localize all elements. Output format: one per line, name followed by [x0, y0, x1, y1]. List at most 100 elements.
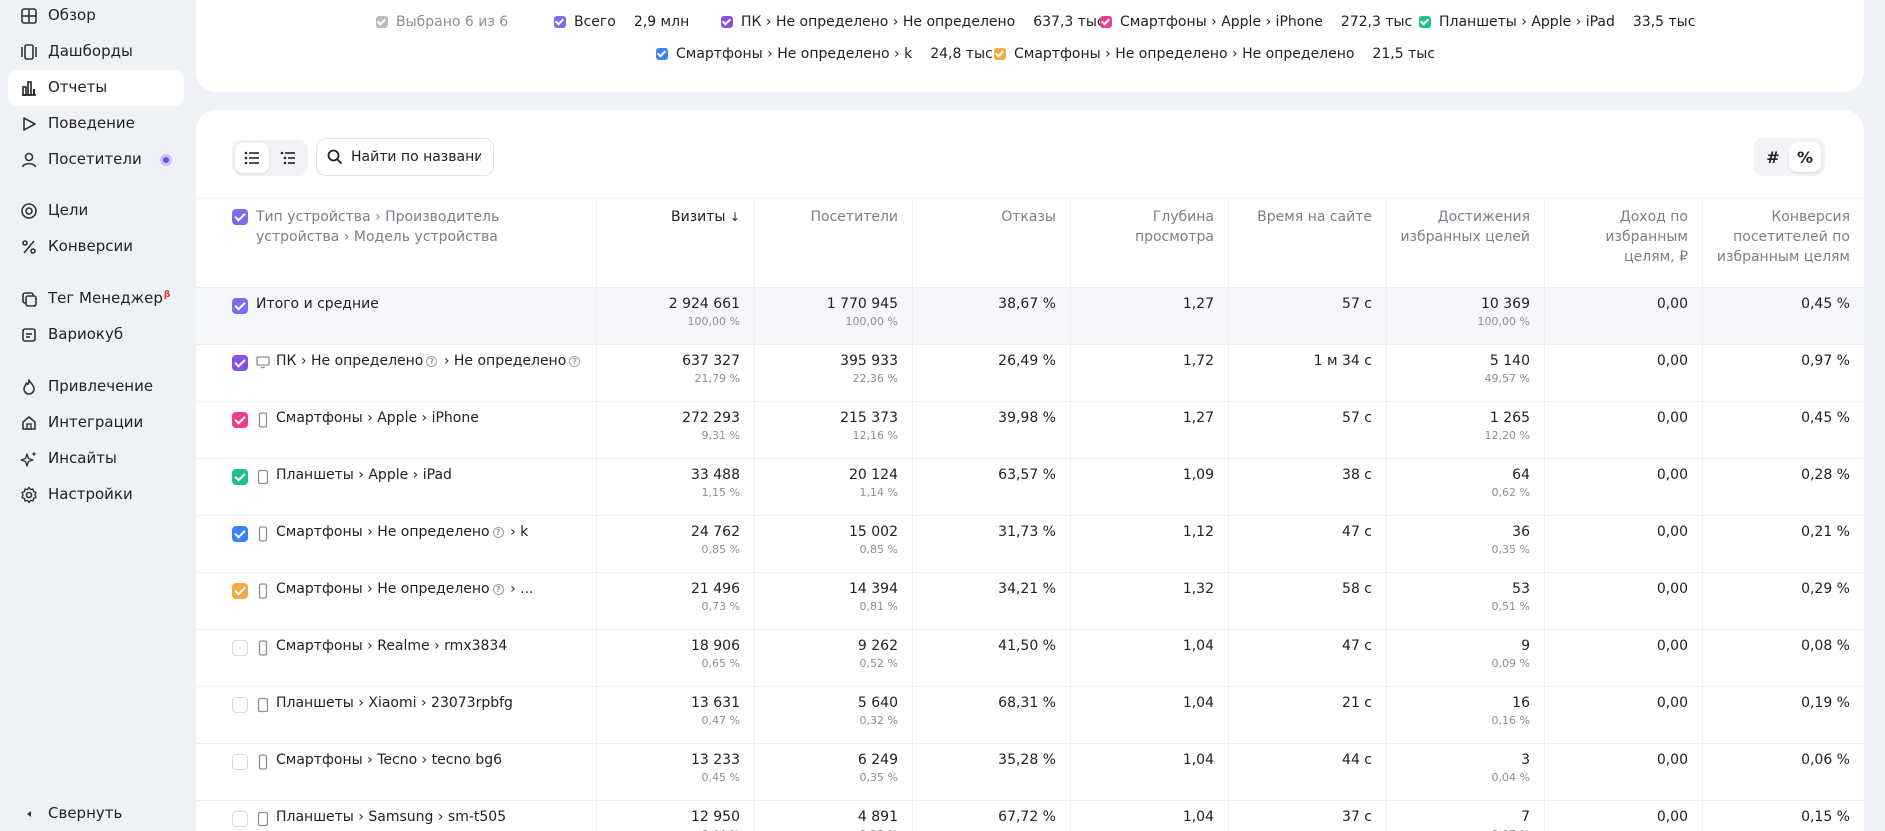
dimension-part[interactable]: sm-t505 — [447, 809, 507, 825]
table-row[interactable]: Планшеты › Apple › iPad 33 488 1,15 % 20 12… — [196, 459, 1864, 516]
dimension-part[interactable]: ПК — [276, 353, 297, 369]
dimension-part[interactable]: 23073rpbfg — [431, 695, 513, 711]
dimension-part[interactable]: Планшеты — [276, 467, 354, 483]
sidebar-item-visitors[interactable]: Посетители — [8, 142, 184, 178]
column-header-bounce[interactable]: Отказы — [912, 199, 1070, 289]
sidebar-item-overview[interactable]: Обзор — [8, 0, 184, 34]
sidebar-item-reports[interactable]: Отчеты — [8, 70, 184, 106]
phone-icon — [256, 754, 270, 770]
dimension-part[interactable]: Не определено — [377, 524, 490, 540]
cell-depth-value: 1,04 — [1182, 752, 1214, 768]
legend-item[interactable]: Планшеты › Apple › iPad 33,5 тыс — [1419, 14, 1695, 30]
row-checkbox[interactable] — [232, 811, 248, 827]
legend-value: 21,5 тыс — [1372, 46, 1435, 62]
sidebar-item-integrations[interactable]: Интеграции — [8, 405, 184, 441]
cell-bounce-value: 41,50 % — [998, 638, 1056, 654]
dimension-part[interactable]: iPhone — [431, 410, 479, 426]
dimension-part[interactable]: Смартфоны — [276, 524, 363, 540]
legend-item[interactable]: Смартфоны › Не определено › Не определен… — [994, 46, 1435, 62]
sidebar-item-acquisition[interactable]: Привлечение — [8, 369, 184, 405]
cell-bounce-value: 63,57 % — [998, 467, 1056, 483]
column-header-visitors[interactable]: Посетители — [754, 199, 912, 289]
dimension-part[interactable]: iPad — [422, 467, 452, 483]
dimension-part[interactable]: ... — [520, 581, 534, 597]
table-row[interactable]: Смартфоны › Не определено? › ... 21 496 0,… — [196, 573, 1864, 630]
sidebar-item-variocube[interactable]: Вариокуб — [8, 317, 184, 353]
cell-visitors-value: 1 770 945 — [826, 296, 898, 312]
help-icon[interactable]: ? — [569, 356, 581, 367]
collapse-sidebar-button[interactable]: Свернуть — [8, 796, 184, 831]
legend-item[interactable]: Всего 2,9 млн — [554, 14, 689, 30]
dimension-part[interactable]: Не определено — [453, 353, 567, 369]
sidebar-item-behavior[interactable]: Поведение — [8, 106, 184, 142]
row-checkbox[interactable] — [232, 640, 248, 656]
column-header-depth[interactable]: Глубина просмотра — [1070, 199, 1228, 289]
dimension-part[interactable]: Apple — [377, 410, 418, 426]
tree-view-button[interactable] — [271, 143, 305, 173]
help-icon[interactable]: ? — [492, 527, 504, 538]
table-row[interactable]: Планшеты › Samsung › sm-t505 12 950 0,44 %… — [196, 801, 1864, 831]
table-row[interactable]: Смартфоны › Realme › rmx3834 18 906 0,65 %… — [196, 630, 1864, 687]
select-all-checkbox[interactable] — [232, 209, 248, 225]
cell-revenue: 0,00 — [1544, 516, 1702, 573]
sidebar-item-dashboards[interactable]: Дашборды — [8, 34, 184, 70]
cell-time-value: 57 с — [1342, 410, 1372, 426]
dimension-header[interactable]: Тип устройства › Производитель устройств… — [196, 199, 596, 289]
cell-depth: 1,04 — [1070, 744, 1228, 801]
help-icon[interactable]: ? — [426, 356, 438, 367]
table-row[interactable]: Смартфоны › Tecno › tecno bg6 13 233 0,45 … — [196, 744, 1864, 801]
row-checkbox[interactable] — [232, 412, 248, 428]
legend-selected-label: Выбрано 6 из 6 — [396, 14, 509, 30]
dimension-part[interactable]: Смартфоны — [276, 752, 363, 768]
table-row[interactable]: ПК › Не определено? › Не определено? 637 … — [196, 345, 1864, 402]
column-header-visits[interactable]: Визиты ↓ — [596, 199, 754, 289]
dimension-part[interactable]: Смартфоны — [276, 410, 363, 426]
sidebar-item-goals[interactable]: Цели — [8, 193, 184, 229]
dimension-part[interactable]: Планшеты — [276, 695, 354, 711]
column-header-goals[interactable]: Достижения избранных целей — [1386, 199, 1544, 289]
column-header-revenue[interactable]: Доход по избранным целям, ₽ — [1544, 199, 1702, 289]
dimension-part[interactable]: Realme — [377, 638, 430, 654]
percent-values-button[interactable]: % — [1789, 142, 1821, 172]
dimension-part[interactable]: rmx3834 — [444, 638, 508, 654]
table-row[interactable]: Смартфоны › Apple › iPhone 272 293 9,31 % 2… — [196, 402, 1864, 459]
legend-item[interactable]: Смартфоны › Не определено › k 24,8 тыс — [656, 46, 993, 62]
row-checkbox[interactable] — [232, 526, 248, 542]
cell-goals-share: 49,57 % — [1484, 372, 1530, 385]
search-input[interactable] — [351, 149, 481, 165]
sidebar-item-settings[interactable]: Настройки — [8, 477, 184, 513]
row-checkbox[interactable] — [232, 754, 248, 770]
dimension-part[interactable]: Не определено — [310, 353, 424, 369]
dimension-part[interactable]: Tecno — [377, 752, 418, 768]
row-checkbox[interactable] — [232, 355, 248, 371]
dimension-part[interactable]: tecno bg6 — [431, 752, 503, 768]
row-checkbox[interactable] — [232, 583, 248, 599]
help-icon[interactable]: ? — [492, 584, 504, 595]
search-field[interactable] — [316, 138, 494, 176]
absolute-values-button[interactable]: # — [1766, 147, 1780, 167]
dimension-part[interactable]: Не определено — [377, 581, 490, 597]
cell-visitors-value: 6 249 — [857, 752, 898, 768]
dimension-part[interactable]: Смартфоны — [276, 581, 363, 597]
sidebar-item-tag-manager[interactable]: Тег Менеджерβ — [8, 281, 184, 317]
column-header-time[interactable]: Время на сайте — [1228, 199, 1386, 289]
legend-item[interactable]: Смартфоны › Apple › iPhone 272,3 тыс — [1100, 14, 1412, 30]
dimension-part[interactable]: Apple — [368, 467, 409, 483]
table-row[interactable]: Планшеты › Xiaomi › 23073rpbfg 13 631 0,47… — [196, 687, 1864, 744]
row-checkbox[interactable] — [232, 697, 248, 713]
legend-item[interactable]: ПК › Не определено › Не определено 637,3… — [721, 14, 1105, 30]
table-row[interactable]: Смартфоны › Не определено? › k 24 762 0,85… — [196, 516, 1864, 573]
sidebar-item-insights[interactable]: Инсайты — [8, 441, 184, 477]
dimension-part[interactable]: k — [520, 524, 529, 540]
dimension-part[interactable]: Планшеты — [276, 809, 354, 825]
legend-select-all[interactable]: Выбрано 6 из 6 — [376, 14, 508, 30]
column-header-conversion[interactable]: Конверсия посетителей по избранным целям — [1702, 199, 1864, 289]
dimension-part[interactable]: Смартфоны — [276, 638, 363, 654]
row-checkbox[interactable] — [232, 469, 248, 485]
dimension-part[interactable]: Xiaomi — [368, 695, 417, 711]
row-checkbox[interactable] — [232, 298, 248, 314]
cell-time-value: 1 м 34 с — [1313, 353, 1372, 369]
sidebar-item-conversions[interactable]: Конверсии — [8, 229, 184, 265]
flat-list-view-button[interactable] — [235, 143, 269, 173]
dimension-part[interactable]: Samsung — [368, 809, 434, 825]
